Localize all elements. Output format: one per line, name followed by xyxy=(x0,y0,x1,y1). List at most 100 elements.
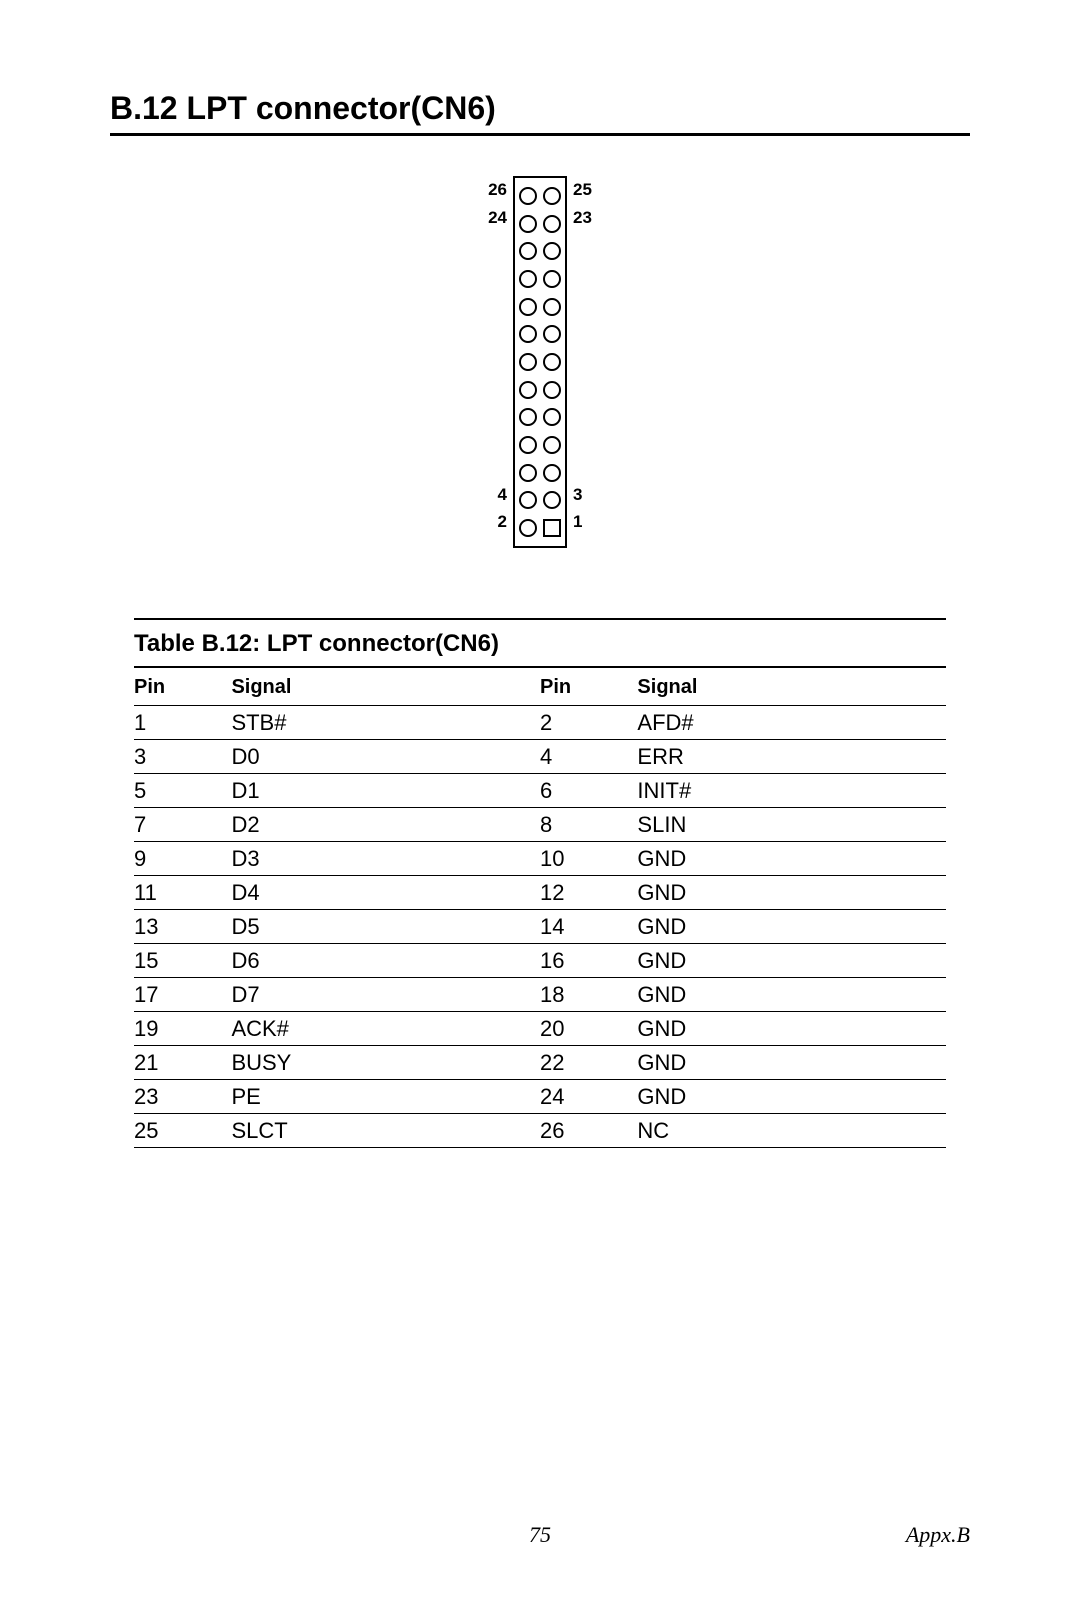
cell-signal: GND xyxy=(637,1011,946,1045)
pin-row xyxy=(519,265,561,293)
th-pin-2: Pin xyxy=(540,668,637,706)
pin-labels-left: 262442 xyxy=(488,176,507,536)
pin-row xyxy=(519,459,561,487)
pin-label-right: 3 xyxy=(573,481,582,509)
table-row: 17D718GND xyxy=(134,977,946,1011)
pin-row xyxy=(519,487,561,515)
pin-row xyxy=(519,210,561,238)
table-row: 15D616GND xyxy=(134,943,946,977)
pin-circle xyxy=(543,298,561,316)
pin-label-left: 26 xyxy=(488,176,507,204)
cell-pin: 6 xyxy=(540,773,637,807)
cell-signal: STB# xyxy=(231,705,540,739)
connector-diagram: 262442 2523 31 xyxy=(110,176,970,548)
cell-signal: SLIN xyxy=(637,807,946,841)
cell-pin: 15 xyxy=(134,943,231,977)
th-signal-2: Signal xyxy=(637,668,946,706)
table-caption: Table B.12: LPT connector(CN6) xyxy=(134,620,946,666)
pin-circle xyxy=(519,270,537,288)
pin-row xyxy=(519,293,561,321)
pin-circle xyxy=(519,519,537,537)
pin-circle xyxy=(543,408,561,426)
pin-row xyxy=(519,514,561,542)
cell-signal: D0 xyxy=(231,739,540,773)
cell-signal: D2 xyxy=(231,807,540,841)
pin-row xyxy=(519,237,561,265)
pin-circle xyxy=(519,408,537,426)
pin-circle xyxy=(519,491,537,509)
pin-row xyxy=(519,431,561,459)
th-signal-1: Signal xyxy=(231,668,540,706)
cell-signal: ACK# xyxy=(231,1011,540,1045)
cell-signal: GND xyxy=(637,1079,946,1113)
pin-circle xyxy=(519,464,537,482)
pin-circle xyxy=(543,353,561,371)
cell-pin: 14 xyxy=(540,909,637,943)
pin-circle xyxy=(519,381,537,399)
pin-label-right: 23 xyxy=(573,204,592,232)
pin-circle xyxy=(543,325,561,343)
cell-pin: 11 xyxy=(134,875,231,909)
table-row: 3D04ERR xyxy=(134,739,946,773)
pin-row xyxy=(519,404,561,432)
cell-pin: 2 xyxy=(540,705,637,739)
cell-pin: 7 xyxy=(134,807,231,841)
cell-pin: 12 xyxy=(540,875,637,909)
table-row: 5D16INIT# xyxy=(134,773,946,807)
cell-signal: D6 xyxy=(231,943,540,977)
cell-signal: PE xyxy=(231,1079,540,1113)
cell-signal: ERR xyxy=(637,739,946,773)
pin-circle xyxy=(519,298,537,316)
pin-circle xyxy=(543,187,561,205)
cell-pin: 16 xyxy=(540,943,637,977)
cell-pin: 22 xyxy=(540,1045,637,1079)
cell-pin: 18 xyxy=(540,977,637,1011)
pin-circle xyxy=(543,242,561,260)
pin-row xyxy=(519,320,561,348)
table-row: 7D28SLIN xyxy=(134,807,946,841)
cell-pin: 4 xyxy=(540,739,637,773)
pin-labels-right: 2523 31 xyxy=(573,176,592,536)
pin-table-wrap: Table B.12: LPT connector(CN6) Pin Signa… xyxy=(134,618,946,1148)
table-row: 11D412GND xyxy=(134,875,946,909)
cell-pin: 9 xyxy=(134,841,231,875)
pin-label-right: 1 xyxy=(573,508,582,536)
cell-pin: 24 xyxy=(540,1079,637,1113)
pin-circle xyxy=(543,215,561,233)
connector-wrap: 262442 2523 31 xyxy=(488,176,592,548)
pin-circle xyxy=(519,436,537,454)
table-row: 9D310GND xyxy=(134,841,946,875)
cell-signal: GND xyxy=(637,1045,946,1079)
cell-pin: 23 xyxy=(134,1079,231,1113)
cell-pin: 13 xyxy=(134,909,231,943)
cell-pin: 19 xyxy=(134,1011,231,1045)
cell-signal: INIT# xyxy=(637,773,946,807)
cell-pin: 17 xyxy=(134,977,231,1011)
pin-circle xyxy=(543,270,561,288)
cell-pin: 20 xyxy=(540,1011,637,1045)
cell-pin: 26 xyxy=(540,1113,637,1147)
table-row: 23PE24GND xyxy=(134,1079,946,1113)
table-row: 1STB#2AFD# xyxy=(134,705,946,739)
cell-signal: BUSY xyxy=(231,1045,540,1079)
pin-table: Pin Signal Pin Signal 1STB#2AFD#3D04ERR5… xyxy=(134,668,946,1148)
cell-pin: 1 xyxy=(134,705,231,739)
cell-signal: SLCT xyxy=(231,1113,540,1147)
pin-circle xyxy=(543,464,561,482)
pin-circle xyxy=(543,436,561,454)
cell-signal: D5 xyxy=(231,909,540,943)
table-row: 19ACK#20GND xyxy=(134,1011,946,1045)
cell-pin: 25 xyxy=(134,1113,231,1147)
cell-signal: D3 xyxy=(231,841,540,875)
pin-row xyxy=(519,182,561,210)
cell-signal: D7 xyxy=(231,977,540,1011)
pin-label-right: 25 xyxy=(573,176,592,204)
pin-row xyxy=(519,348,561,376)
cell-pin: 3 xyxy=(134,739,231,773)
section-title: B.12 LPT connector(CN6) xyxy=(110,90,970,127)
page-number: 75 xyxy=(529,1522,551,1548)
cell-pin: 8 xyxy=(540,807,637,841)
cell-signal: GND xyxy=(637,943,946,977)
table-row: 21BUSY22GND xyxy=(134,1045,946,1079)
pin-circle xyxy=(519,325,537,343)
